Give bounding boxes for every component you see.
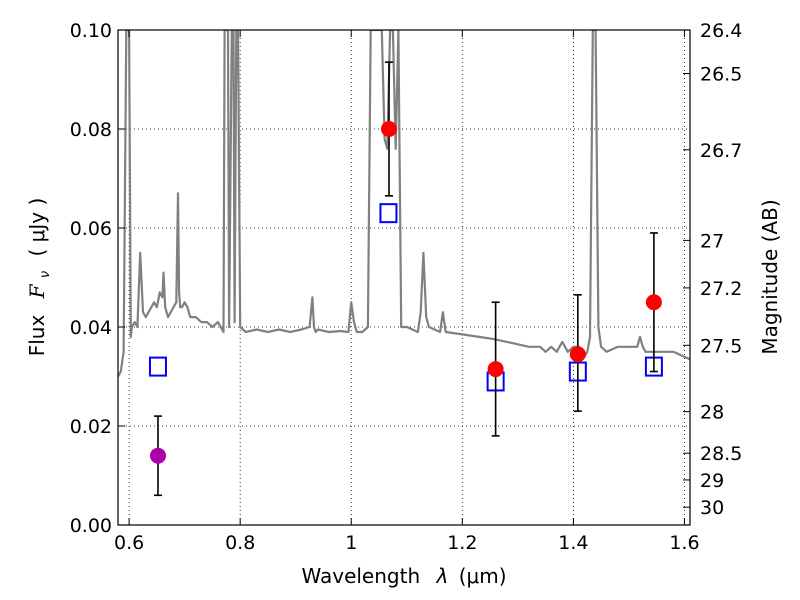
y-tick-label: 0.02 xyxy=(70,416,112,438)
y2-tick-label: 27.5 xyxy=(700,335,742,357)
x-axis-label: Wavelength λ (μm) xyxy=(301,564,506,588)
y2-tick-label: 26.7 xyxy=(700,140,742,162)
y2-tick-label: 27.2 xyxy=(700,278,742,300)
y2-tick-label: 28 xyxy=(700,402,724,424)
y-axis-label-subscript: ν xyxy=(38,271,53,278)
axis-ticks: 0.6 0.8 1 1.2 1.4 1.6 0.00 0.02 0.04 0.06 0.08 0.10… xyxy=(70,20,743,554)
y2-tick-label: 28.5 xyxy=(700,443,742,465)
observed-photometry-point xyxy=(487,361,504,378)
x-tick-label: 0.8 xyxy=(225,532,255,554)
observed-photometry-point xyxy=(149,447,166,464)
x-tick-label: 1.6 xyxy=(669,532,699,554)
x-tick-label: 0.6 xyxy=(114,532,144,554)
y2-tick-label: 29 xyxy=(700,470,724,492)
y2-tick-label: 26.4 xyxy=(700,20,742,42)
x-axis-label-unit: (μm) xyxy=(459,564,507,588)
x-axis-label-symbol: λ xyxy=(436,564,449,588)
observed-photometry-point xyxy=(569,346,586,363)
y2-tick-label: 26.5 xyxy=(700,64,742,86)
plot-background xyxy=(118,30,690,525)
x-axis-label-text: Wavelength xyxy=(301,564,420,588)
y2-axis-label: Magnitude (AB) xyxy=(758,199,782,354)
x-tick-label: 1 xyxy=(345,532,357,554)
observed-photometry-point xyxy=(381,121,398,137)
y-axis-label: Flux F ν ( μJy ) xyxy=(25,198,54,357)
model-photometry-marker xyxy=(379,203,398,224)
y-tick-label: 0.06 xyxy=(70,218,112,240)
x-tick-label: 1.4 xyxy=(558,532,588,554)
plot-frame xyxy=(117,29,691,526)
data-series xyxy=(118,30,690,497)
y-tick-label: 0.10 xyxy=(70,20,112,42)
x-tick-label: 1.2 xyxy=(447,532,477,554)
y2-tick-label: 30 xyxy=(700,497,724,519)
y-axis-label-symbol: F xyxy=(25,283,49,299)
y-tick-label: 0.04 xyxy=(70,317,112,339)
y-axis-label-text: Flux xyxy=(25,315,49,357)
model-photometry-marker xyxy=(148,356,167,377)
y-tick-label: 0.00 xyxy=(70,515,112,537)
y-axis-label-unit: ( μJy ) xyxy=(25,198,49,257)
y2-tick-label: 27 xyxy=(700,230,724,252)
y-tick-label: 0.08 xyxy=(70,119,112,141)
observed-photometry-point xyxy=(645,294,662,311)
